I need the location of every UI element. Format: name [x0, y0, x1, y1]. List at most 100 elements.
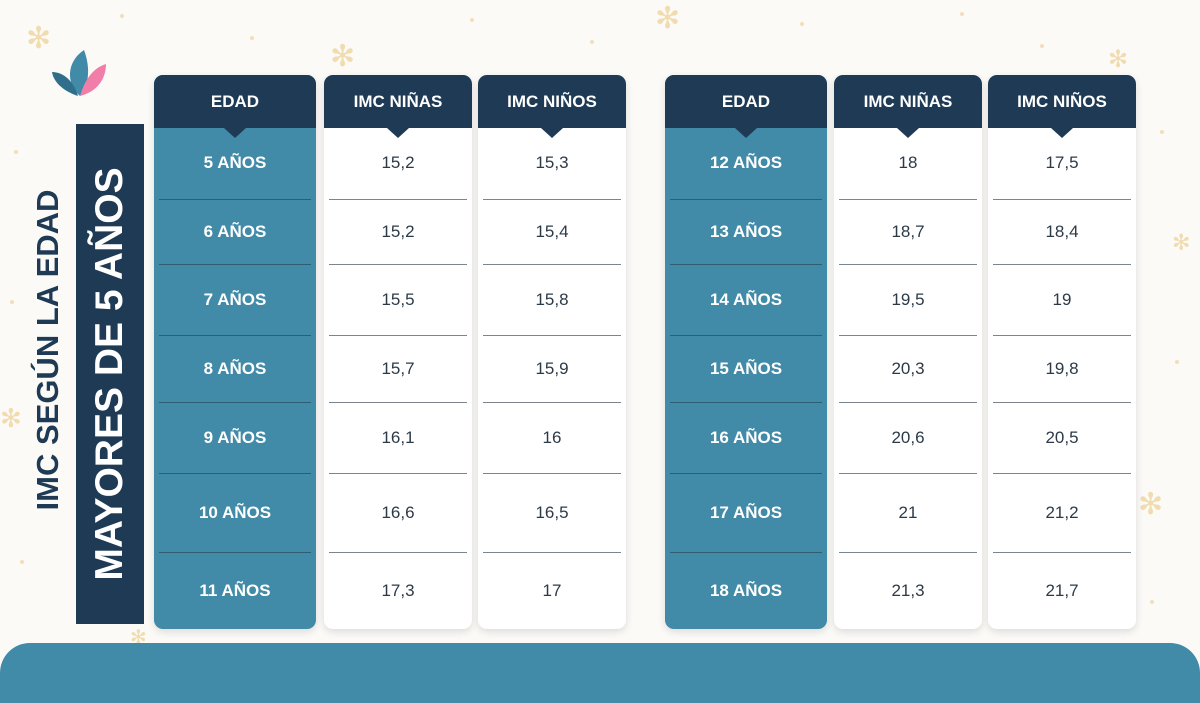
table-cell: 20,3: [891, 359, 925, 378]
row-divider: [839, 335, 977, 336]
decor-dot: [1160, 130, 1164, 134]
decor-dot: [120, 14, 124, 18]
table-cell: 20,6: [891, 428, 925, 447]
table-cell: 9 AÑOS: [203, 428, 267, 447]
table-cell: 15,4: [535, 222, 569, 241]
row-divider: [483, 264, 621, 265]
table-cell: 20,5: [1045, 428, 1079, 447]
decor-dot: [10, 300, 14, 304]
table2-boys-column: IMC NIÑOS 17,5 18,4 19 19,8 20,5 21,2 21…: [988, 75, 1136, 629]
row-divider: [483, 335, 621, 336]
table-cell: 16 AÑOS: [709, 428, 783, 447]
row-divider: [159, 335, 311, 336]
row-divider: [993, 335, 1131, 336]
decor-dot: [1150, 600, 1154, 604]
page-title: IMC SEGÚN LA EDAD: [30, 189, 65, 511]
row-divider: [993, 402, 1131, 403]
table-cell: 17: [542, 581, 562, 600]
decor-dot: [250, 36, 254, 40]
table-cell: 19: [1052, 290, 1072, 309]
table-cell: 15,5: [381, 290, 415, 309]
table-cell: 15,2: [381, 153, 415, 172]
sparkle-icon: ✻: [1138, 488, 1164, 521]
table1-boys-column: IMC NIÑOS 15,3 15,4 15,8 15,9 16 16,5 17: [478, 75, 626, 629]
table-cell: 15,8: [535, 290, 569, 309]
row-divider: [159, 473, 311, 474]
table-cell: 21: [898, 503, 918, 522]
table-cell: 17,5: [1045, 153, 1079, 172]
decor-dot: [470, 18, 474, 22]
table-cell: 15 AÑOS: [709, 359, 783, 378]
row-divider: [839, 552, 977, 553]
table-cell: 19,8: [1045, 359, 1079, 378]
table-cell: 11 AÑOS: [199, 581, 271, 600]
sparkle-icon: ✻: [655, 2, 681, 35]
table2-age-column: EDAD 12 AÑOS 13 AÑOS 14 AÑOS 15 AÑOS 16 …: [665, 75, 827, 629]
table1-girls-column: IMC NIÑAS 15,2 15,2 15,5 15,7 16,1 16,6 …: [324, 75, 472, 629]
table-cell: 15,9: [535, 359, 569, 378]
table-cell: 15,2: [381, 222, 415, 241]
row-divider: [839, 264, 977, 265]
table-cell: 16,1: [381, 428, 415, 447]
column-header: EDAD: [154, 75, 316, 138]
table-cell: 10 AÑOS: [198, 503, 272, 522]
row-divider: [839, 402, 977, 403]
sparkle-icon: ✻: [330, 40, 356, 73]
sparkle-icon: ✻: [0, 403, 22, 433]
row-divider: [670, 264, 822, 265]
row-divider: [329, 335, 467, 336]
table-cell: 21,7: [1045, 581, 1079, 600]
row-divider: [483, 402, 621, 403]
column-header: IMC NIÑAS: [324, 75, 472, 138]
row-divider: [993, 199, 1131, 200]
table-cell: 12 AÑOS: [709, 153, 783, 172]
table-cell: 21,2: [1045, 503, 1079, 522]
row-divider: [483, 473, 621, 474]
row-divider: [329, 402, 467, 403]
row-divider: [993, 552, 1131, 553]
table-cell: 5 AÑOS: [203, 153, 267, 172]
decor-dot: [590, 40, 594, 44]
column-header: EDAD: [665, 75, 827, 138]
decor-dot: [800, 22, 804, 26]
decor-dot: [14, 150, 18, 154]
table-cell: 7 AÑOS: [203, 290, 267, 309]
row-divider: [670, 199, 822, 200]
subtitle-box: MAYORES DE 5 AÑOS: [76, 124, 144, 624]
row-divider: [670, 335, 822, 336]
table-cell: 16: [542, 428, 562, 447]
row-divider: [483, 199, 621, 200]
table-cell: 13 AÑOS: [709, 222, 783, 241]
row-divider: [329, 552, 467, 553]
row-divider: [993, 264, 1131, 265]
decor-dot: [1175, 360, 1179, 364]
table-cell: 17,3: [381, 581, 415, 600]
table-cell: 17 AÑOS: [709, 503, 783, 522]
table-cell: 16,6: [381, 503, 415, 522]
row-divider: [329, 473, 467, 474]
row-divider: [483, 552, 621, 553]
row-divider: [329, 199, 467, 200]
row-divider: [159, 552, 311, 553]
table-cell: 15,7: [381, 359, 415, 378]
table-cell: 16,5: [535, 503, 569, 522]
row-divider: [670, 552, 822, 553]
table1-age-column: EDAD 5 AÑOS 6 AÑOS 7 AÑOS 8 AÑOS 9 AÑOS …: [154, 75, 316, 629]
row-divider: [839, 199, 977, 200]
decor-dot: [960, 12, 964, 16]
row-divider: [670, 473, 822, 474]
table-cell: 19,5: [891, 290, 925, 309]
row-divider: [159, 264, 311, 265]
page-subtitle: MAYORES DE 5 AÑOS: [88, 167, 131, 581]
row-divider: [159, 402, 311, 403]
row-divider: [159, 199, 311, 200]
table-cell: 18: [898, 153, 918, 172]
table-cell: 8 AÑOS: [203, 359, 267, 378]
column-header: IMC NIÑOS: [478, 75, 626, 138]
table-cell: 18 AÑOS: [709, 581, 783, 600]
table-cell: 18,7: [891, 222, 925, 241]
column-header: IMC NIÑOS: [988, 75, 1136, 138]
table-cell: 15,3: [535, 153, 569, 172]
table2-girls-column: IMC NIÑAS 18 18,7 19,5 20,3 20,6 21 21,3: [834, 75, 982, 629]
row-divider: [993, 473, 1131, 474]
